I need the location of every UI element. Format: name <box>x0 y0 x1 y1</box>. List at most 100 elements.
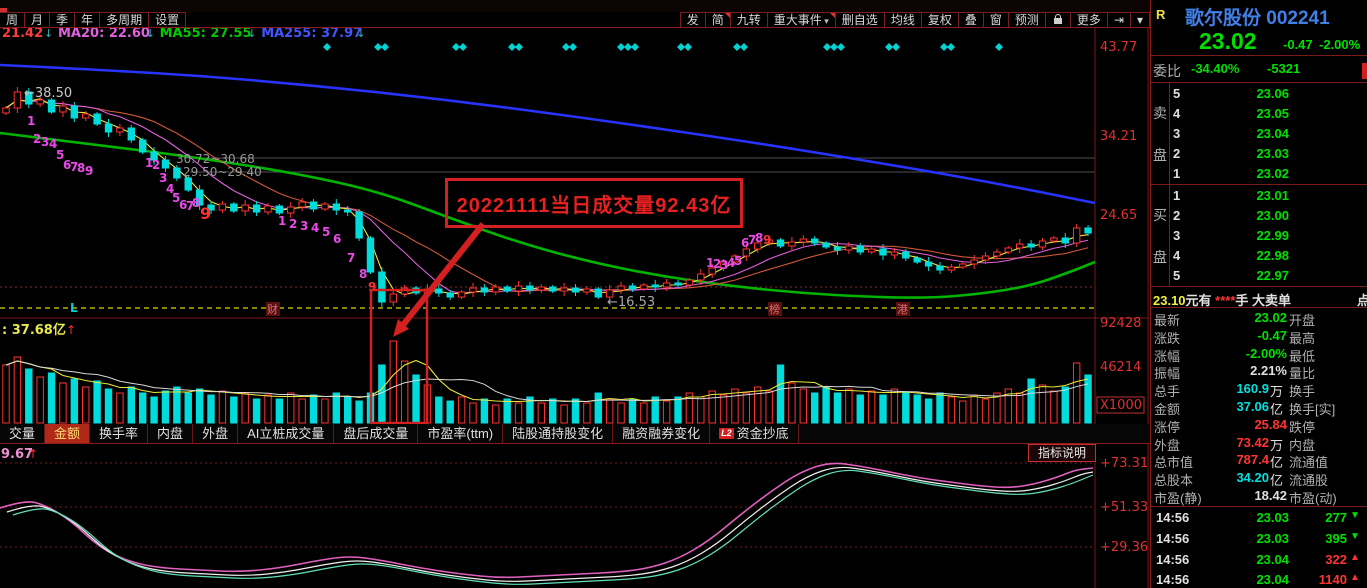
period-tab-月[interactable]: 月 <box>24 12 51 27</box>
annotation-box: 20221111当日成交量92.43亿 <box>445 178 743 228</box>
new-badge <box>724 13 730 18</box>
kline-chart[interactable]: 12 3 45678 9123456789 1 2 3 4 5 678912345678 9L 财榜港… <box>0 0 1150 588</box>
last-price: 23.02 <box>1199 28 1257 54</box>
toolbar-button-重大事件[interactable]: 重大事件 ▾ <box>766 12 836 27</box>
svg-text:+51.33: +51.33 <box>1100 500 1148 515</box>
svg-text:3: 3 <box>159 171 167 185</box>
svg-text:3: 3 <box>41 135 49 149</box>
cutoff-red-badge <box>1362 63 1367 79</box>
toolbar-button-发[interactable]: 发 <box>679 12 706 27</box>
toolbar-button-窗[interactable]: 窗 <box>982 12 1009 27</box>
svg-text:MA255: 37.97: MA255: 37.97 <box>261 26 362 41</box>
tab-金额[interactable]: 金额 <box>45 424 91 443</box>
indicator-help-button[interactable]: 指标说明 <box>1028 444 1096 462</box>
svg-text:2: 2 <box>289 217 297 231</box>
svg-text:2: 2 <box>152 158 160 172</box>
svg-text:↑: ↑ <box>66 323 76 337</box>
svg-text:↓: ↓ <box>146 27 155 40</box>
svg-text:24.65: 24.65 <box>1100 208 1137 223</box>
toolbar-button-更多[interactable]: 更多 <box>1069 12 1108 27</box>
svg-text:92428: 92428 <box>1100 316 1141 331</box>
tab-盘后成交量[interactable]: 盘后成交量 <box>334 424 419 443</box>
price-change-pct: -2.00% <box>1319 37 1361 52</box>
svg-text:5: 5 <box>56 148 64 162</box>
toolbar-button-复权[interactable]: 复权 <box>920 12 959 27</box>
tab-交量[interactable]: 交量 <box>0 424 46 443</box>
weibi-diff: -5321 <box>1267 61 1301 76</box>
svg-text:5: 5 <box>734 254 742 268</box>
period-tab-设置[interactable]: 设置 <box>148 12 187 27</box>
svg-text:2: 2 <box>713 257 721 271</box>
period-tabs: 周月季年多周期 设置 <box>0 12 187 27</box>
tab-市盈率(ttm)[interactable]: 市盈率(ttm) <box>418 424 504 443</box>
svg-text:30.72~30.68: 30.72~30.68 <box>176 152 255 166</box>
svg-text:6: 6 <box>179 198 187 212</box>
tab-AI立桩成交量[interactable]: AI立桩成交量 <box>238 424 335 443</box>
svg-text:1: 1 <box>145 156 153 170</box>
lock-icon <box>1053 14 1062 24</box>
toolbar-button-删自选[interactable]: 删自选 <box>834 12 885 27</box>
toolbar-button-九转[interactable]: 九转 <box>729 12 768 27</box>
svg-text:6: 6 <box>63 158 71 172</box>
new-badge <box>829 13 835 18</box>
tab-陆股通持股变化[interactable]: 陆股通持股变化 <box>503 424 614 443</box>
svg-text:+73.31: +73.31 <box>1100 456 1148 471</box>
svg-text:9: 9 <box>85 164 93 178</box>
lock-icon-button[interactable] <box>1044 12 1071 27</box>
toolbar-button-简[interactable]: 简 <box>704 12 731 27</box>
sell-side-label: 卖 <box>1153 105 1167 121</box>
svg-text:X1000: X1000 <box>1100 398 1142 413</box>
svg-text:1: 1 <box>706 256 714 270</box>
big-order-alert: 23.10元有 ****手 大卖单点 <box>1153 293 1367 308</box>
period-tab-多周期[interactable]: 多周期 <box>99 12 150 27</box>
tab-外盘[interactable]: 外盘 <box>193 424 239 443</box>
toolbar-buttons: 发简九转 重大事件 ▾ 删自选 均线 复权叠窗预测 更多 ⇥ ▾ <box>679 12 1150 27</box>
svg-text:5: 5 <box>172 191 180 205</box>
svg-text:4: 4 <box>166 182 174 196</box>
svg-text:5: 5 <box>322 225 330 239</box>
period-tab-周[interactable]: 周 <box>0 12 26 27</box>
svg-text:↓: ↓ <box>356 27 365 40</box>
weibi-pct: -34.40% <box>1191 61 1240 76</box>
svg-text:29.50~29.40: 29.50~29.40 <box>183 165 262 179</box>
svg-text:9.67: 9.67 <box>1 447 33 462</box>
svg-text:3: 3 <box>300 219 308 233</box>
toolbar-button-⇥[interactable]: ⇥ <box>1106 12 1131 27</box>
svg-text:6: 6 <box>741 236 749 250</box>
svg-text:+29.36: +29.36 <box>1100 540 1148 555</box>
svg-text:榜: 榜 <box>769 302 780 316</box>
sell-side-label: 盘 <box>1153 147 1167 163</box>
svg-text:←38.50: ←38.50 <box>24 86 72 101</box>
period-tab-季[interactable]: 季 <box>49 12 76 27</box>
svg-text:21.42: 21.42 <box>2 26 43 41</box>
svg-text:L: L <box>70 301 78 315</box>
svg-text:9: 9 <box>763 233 771 247</box>
svg-text:7: 7 <box>70 160 78 174</box>
toolbar-button-均线[interactable]: 均线 <box>883 12 922 27</box>
svg-text:7: 7 <box>748 233 756 247</box>
tab-资金抄底[interactable]: L2 资金抄底 <box>710 424 799 443</box>
svg-text:9: 9 <box>368 280 376 294</box>
tab-内盘[interactable]: 内盘 <box>148 424 194 443</box>
svg-text:34.21: 34.21 <box>1100 129 1137 144</box>
svg-text:7: 7 <box>347 251 355 265</box>
svg-text:港: 港 <box>897 303 908 316</box>
toolbar-button-▾[interactable]: ▾ <box>1129 12 1150 27</box>
svg-text:1: 1 <box>27 114 35 128</box>
toolbar-button-预测[interactable]: 预测 <box>1007 12 1046 27</box>
svg-text:6: 6 <box>333 232 341 246</box>
svg-text:4: 4 <box>727 256 735 270</box>
svg-text:8: 8 <box>359 267 367 281</box>
r-badge: R <box>1156 7 1166 22</box>
svg-text:8: 8 <box>192 196 200 210</box>
quote-panel: R 歌尔股份 002241 23.02 -0.47 -2.00% 委比 -34.… <box>1150 0 1367 588</box>
svg-text:46214: 46214 <box>1100 360 1141 375</box>
stock-title: 歌尔股份 002241 <box>1185 8 1330 29</box>
toolbar: 周月季年多周期 设置 发简九转 重大事件 ▾ 删自选 均线 复权叠窗预测 更多 ⇥ ▾ <box>0 12 1150 28</box>
svg-text:2: 2 <box>33 132 41 146</box>
tab-换手率[interactable]: 换手率 <box>90 424 149 443</box>
period-tab-年[interactable]: 年 <box>74 12 101 27</box>
toolbar-button-叠[interactable]: 叠 <box>957 12 984 27</box>
tab-融资融券变化[interactable]: 融资融券变化 <box>613 424 711 443</box>
svg-text:9: 9 <box>200 204 211 223</box>
